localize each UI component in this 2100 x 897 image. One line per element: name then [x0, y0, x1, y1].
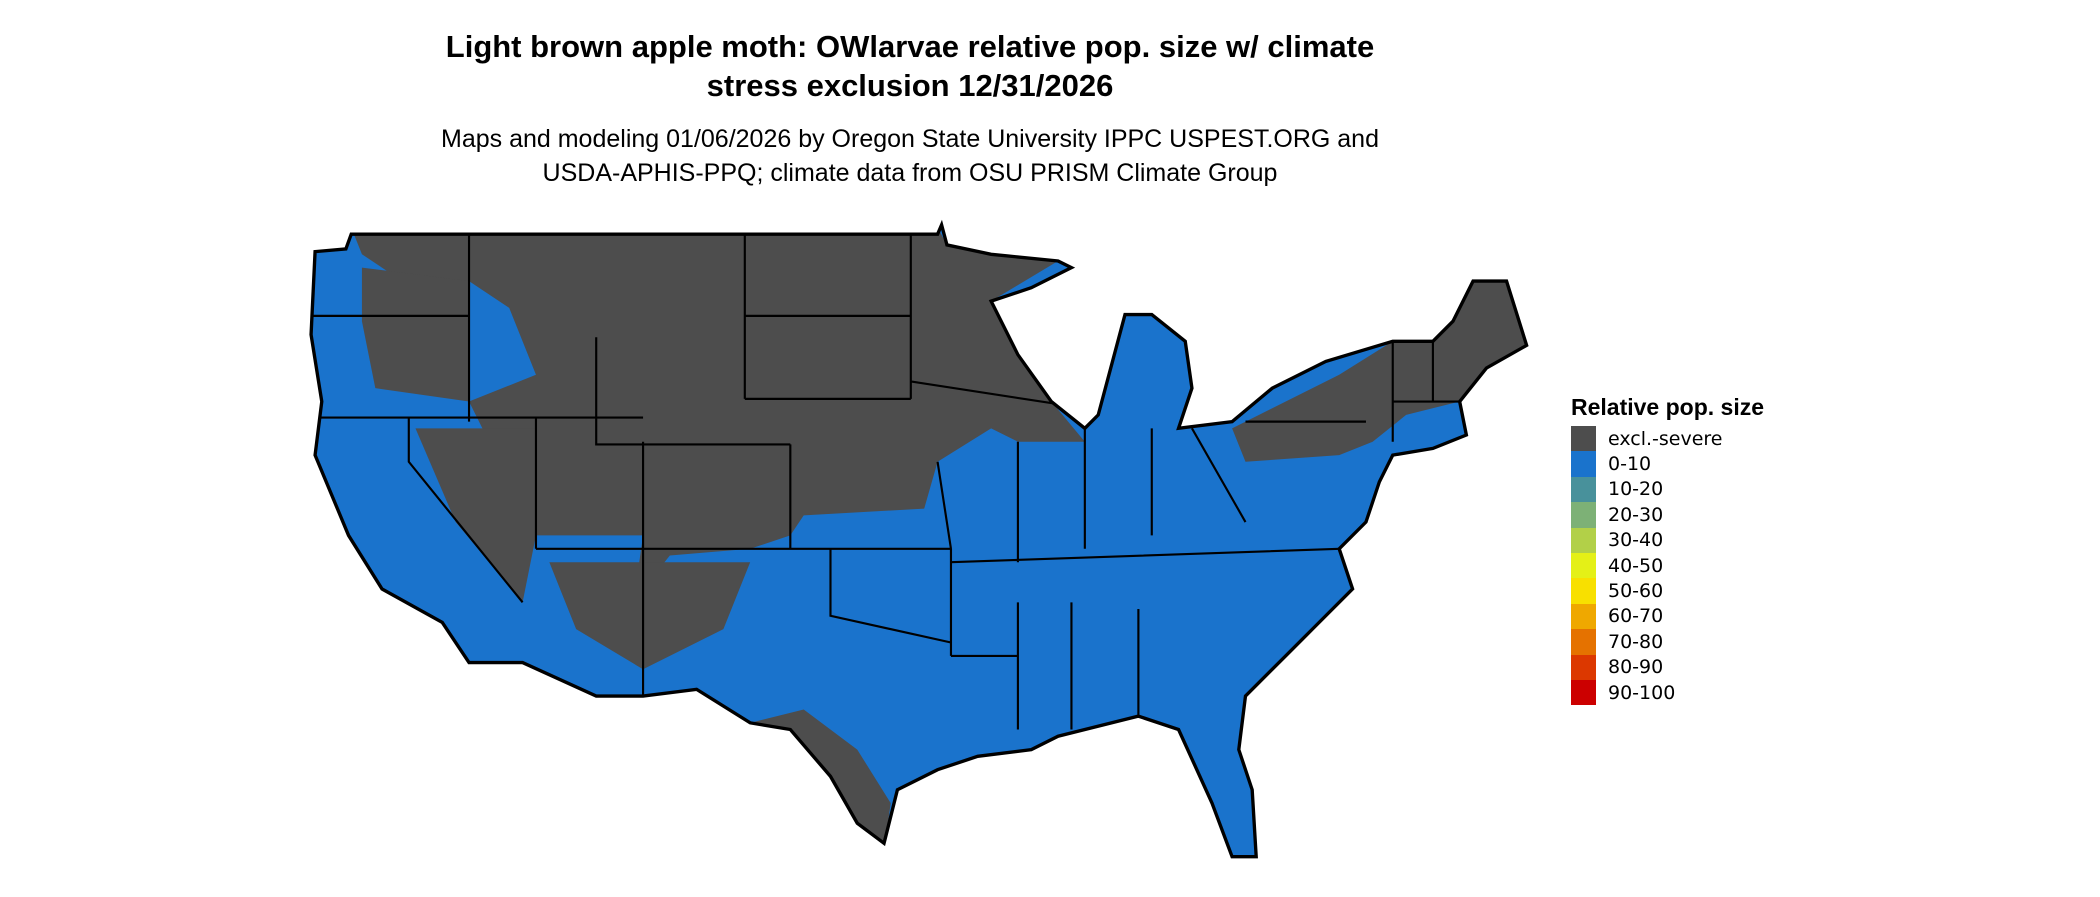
legend-swatch — [1571, 426, 1596, 452]
region-excl-northeast — [1232, 274, 1527, 462]
legend-label: 40-50 — [1608, 554, 1664, 577]
legend-item: 10-20 — [1571, 476, 1764, 503]
legend-label: 90-100 — [1608, 681, 1676, 704]
legend-item: 40-50 — [1571, 552, 1764, 579]
legend-label: 10-20 — [1608, 478, 1664, 501]
legend-label: 50-60 — [1608, 580, 1664, 603]
legend-swatch — [1571, 578, 1596, 604]
map-title-line-1: Light brown apple moth: OWlarvae relativ… — [445, 29, 1375, 64]
region-excl-northwest-interior — [361, 267, 470, 402]
map-title: Light brown apple moth: OWlarvae relativ… — [300, 27, 1520, 105]
map-title-line-2: stress exclusion 12/31/2026 — [706, 68, 1114, 103]
legend-swatch — [1571, 476, 1596, 503]
legend-item: 90-100 — [1571, 679, 1764, 706]
map-subtitle-line-2: USDA-APHIS-PPQ; climate data from OSU PR… — [542, 159, 1278, 187]
us-map — [309, 223, 1529, 859]
legend-label: 20-30 — [1608, 503, 1664, 526]
region-excl-north-central — [351, 227, 1085, 630]
legend-label: excl.-severe — [1608, 427, 1723, 450]
region-excl-great-basin — [415, 428, 536, 603]
map-subtitle-line-1: Maps and modeling 01/06/2026 by Oregon S… — [441, 125, 1379, 153]
legend-item: 70-80 — [1571, 629, 1764, 655]
legend-swatch — [1571, 527, 1596, 553]
map-subtitle: Maps and modeling 01/06/2026 by Oregon S… — [300, 122, 1520, 190]
legend-item: 20-30 — [1571, 502, 1764, 528]
legend-item: 30-40 — [1571, 527, 1764, 553]
legend-swatch — [1571, 451, 1596, 477]
legend-swatch — [1571, 629, 1596, 655]
legend-label: 30-40 — [1608, 529, 1664, 552]
legend-swatch — [1571, 552, 1596, 579]
legend-swatch — [1571, 679, 1596, 706]
legend-item: excl.-severe — [1571, 426, 1764, 452]
legend-title: Relative pop. size — [1571, 394, 1765, 420]
region-excl-southwest — [549, 562, 751, 670]
legend-swatch — [1571, 603, 1596, 630]
legend-label: 70-80 — [1608, 630, 1664, 653]
legend-label: 80-90 — [1608, 656, 1664, 679]
legend-swatch — [1571, 654, 1596, 680]
legend-label: 60-70 — [1608, 605, 1664, 628]
legend-swatch — [1571, 502, 1596, 528]
legend-item: 0-10 — [1571, 451, 1764, 477]
legend-item: 60-70 — [1571, 603, 1764, 630]
legend-item: 80-90 — [1571, 654, 1764, 680]
legend-label: 0-10 — [1608, 453, 1652, 476]
legend-item: 50-60 — [1571, 578, 1764, 604]
state-borders — [311, 234, 1460, 730]
legend: Relative pop. size excl.-severe 0-10 10-20… — [1571, 392, 1765, 706]
